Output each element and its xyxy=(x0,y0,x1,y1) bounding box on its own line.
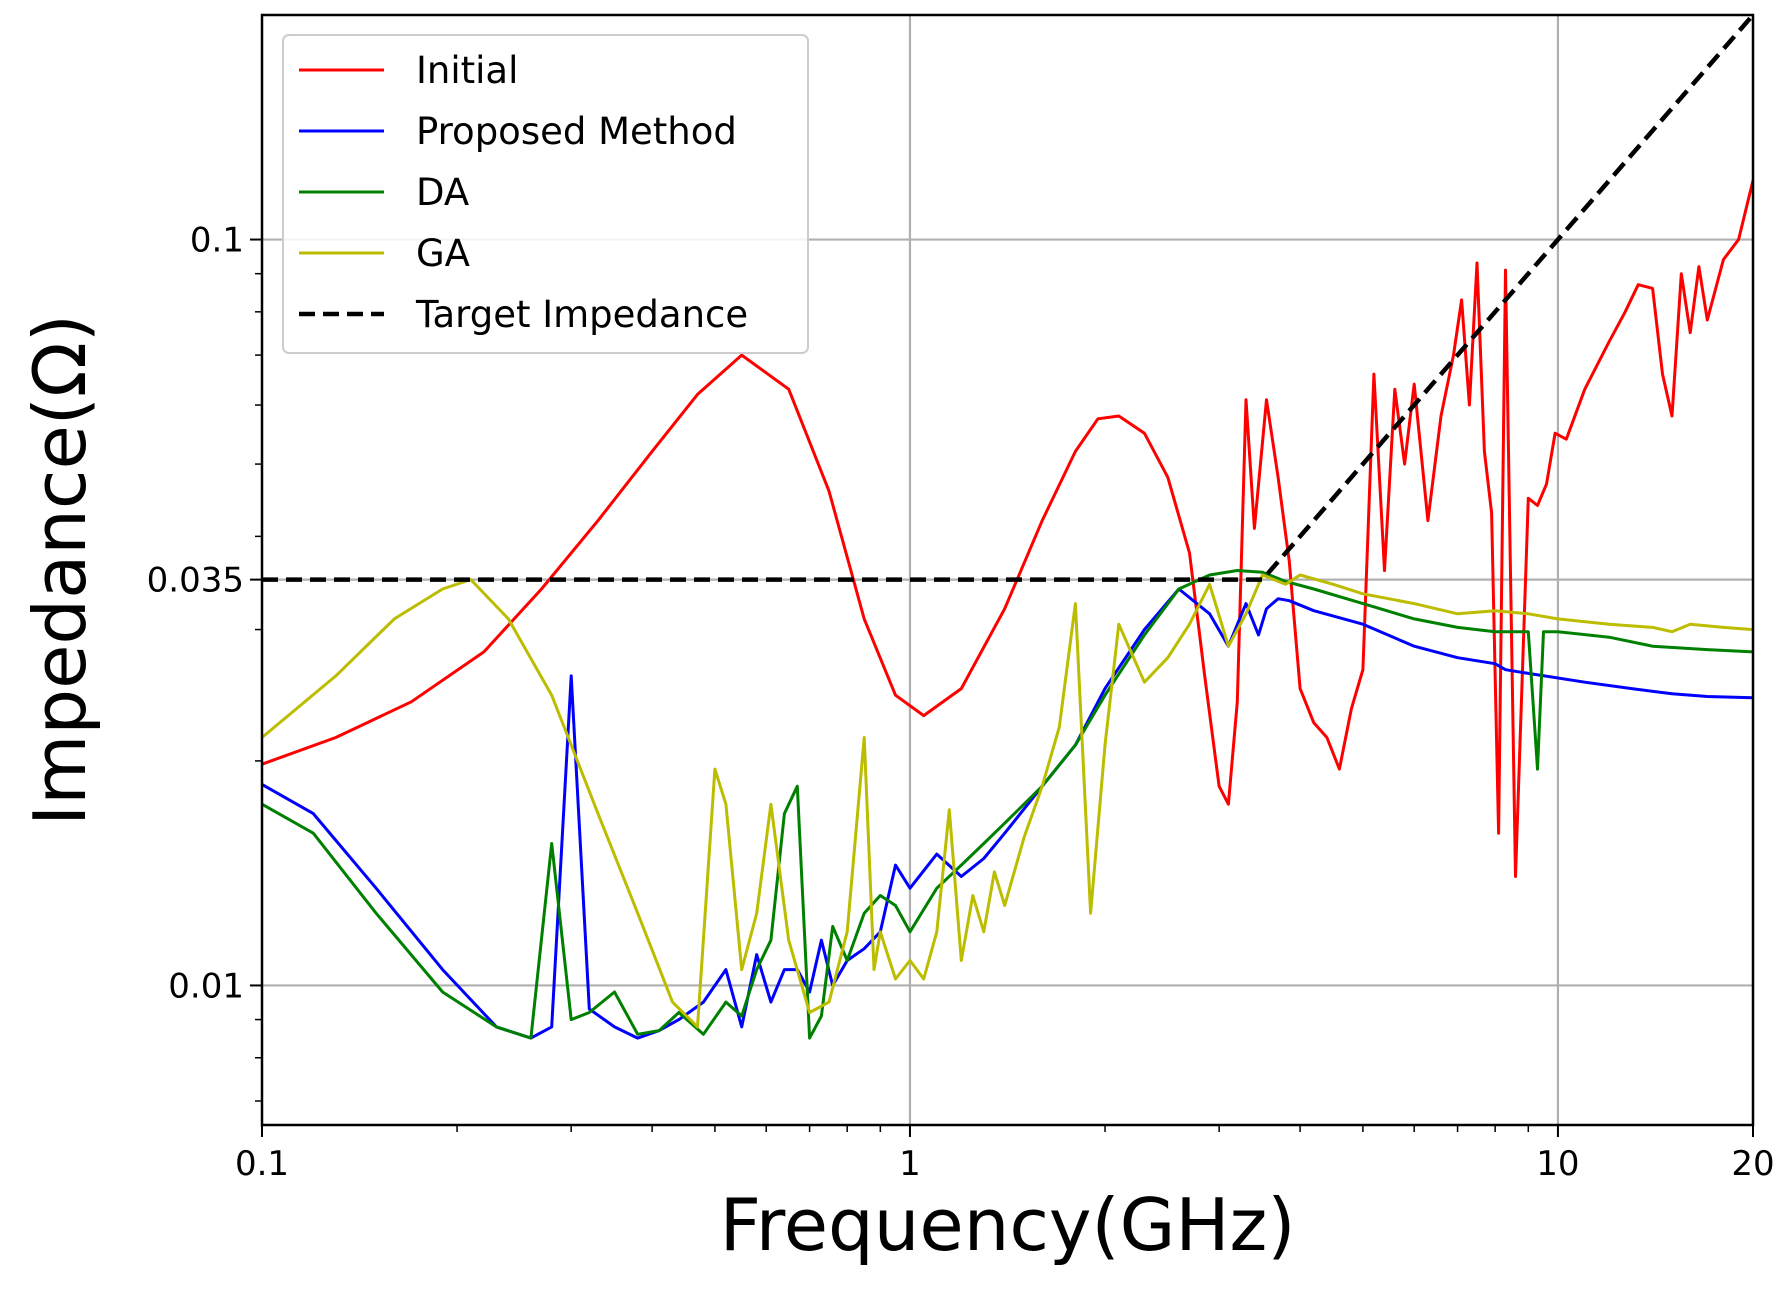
series-line-proposed-method xyxy=(261,587,1754,1040)
y-axis-title: Impedance(Ω) xyxy=(18,314,102,826)
y-tick-label: 0.035 xyxy=(147,561,244,601)
x-tick-label: 0.1 xyxy=(235,1144,289,1184)
series-line-da xyxy=(261,569,1754,1040)
plot-frame xyxy=(260,13,1755,1127)
series-line-target-impedance xyxy=(262,13,1755,582)
x-tick-label: 20 xyxy=(1731,1144,1774,1184)
x-tick-label: 1 xyxy=(899,1144,921,1184)
y-tick-label: 0.1 xyxy=(190,221,244,261)
legend-label: Target Impedance xyxy=(415,293,748,336)
minor-ticks xyxy=(255,272,1530,1132)
x-tick-label: 10 xyxy=(1536,1144,1579,1184)
legend-box xyxy=(282,34,809,354)
legend-label: GA xyxy=(416,232,470,275)
legend-label: Initial xyxy=(416,49,518,92)
legend-label: Proposed Method xyxy=(416,110,737,153)
y-tick-label: 0.01 xyxy=(168,966,244,1006)
legend: Initial Proposed Method DA GA Target Impedan… xyxy=(282,34,809,354)
tick-labels: 0.1 1 10 20 0.01 0.035 0.1 xyxy=(147,221,1775,1184)
legend-label: DA xyxy=(416,171,469,214)
series-line-initial xyxy=(261,180,1755,878)
major-ticks xyxy=(250,238,1754,1137)
x-axis-title: Frequency(GHz) xyxy=(720,1183,1296,1267)
series-lines xyxy=(261,13,1755,1040)
series-line-ga xyxy=(261,573,1754,1029)
